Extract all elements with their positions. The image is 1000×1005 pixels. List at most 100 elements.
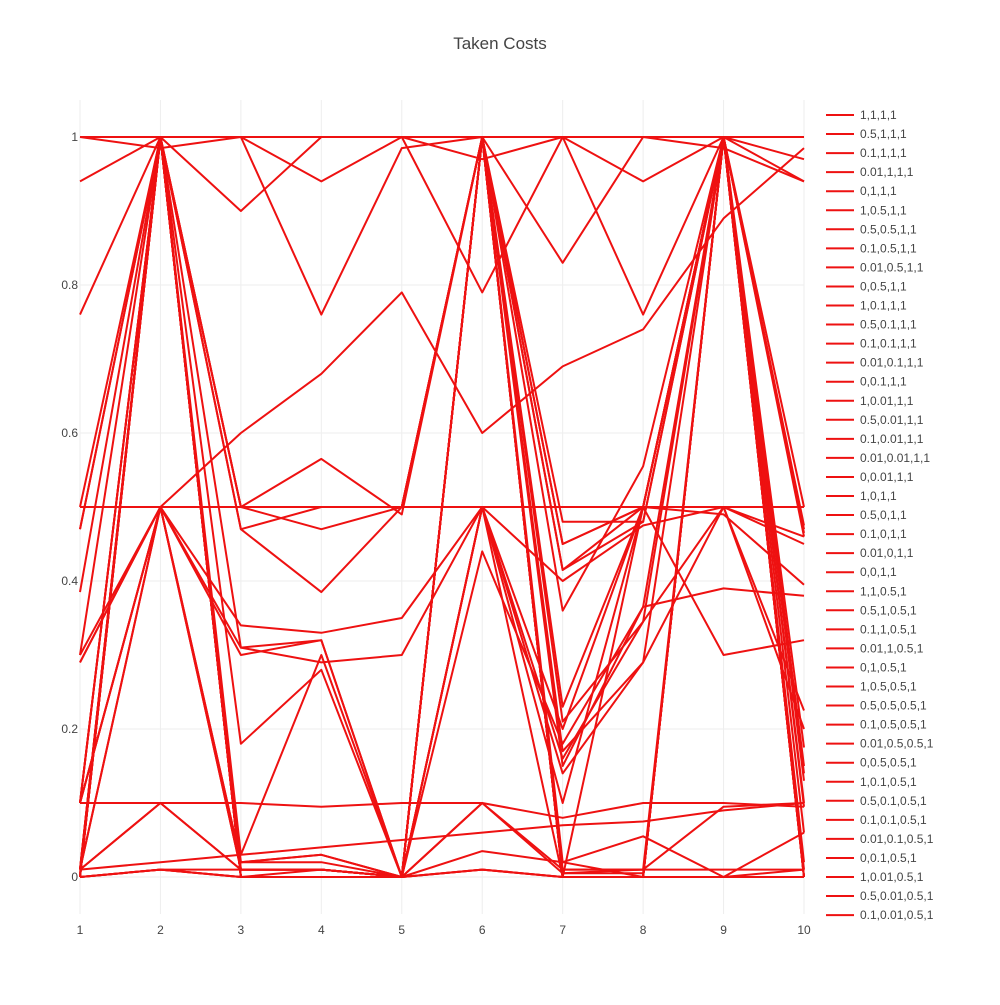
legend-item[interactable]: 1,0,1,1: [826, 489, 897, 503]
series-line-42[interactable]: [79, 868, 805, 878]
legend-item[interactable]: 0.01,0.5,0.5,1: [826, 737, 934, 751]
legend-item[interactable]: 0.01,0.1,0.5,1: [826, 832, 934, 846]
legend-item[interactable]: 0.1,0.5,1,1: [826, 241, 917, 255]
legend-item[interactable]: 1,1,1,1: [826, 108, 897, 122]
legend-item[interactable]: 1,0.1,1,1: [826, 299, 907, 313]
legend-label: 0,0.1,0.5,1: [860, 851, 917, 865]
series-line-33[interactable]: [79, 506, 805, 878]
legend-label: 0.01,1,1,1: [860, 165, 914, 179]
legend-label: 1,0.1,0.5,1: [860, 775, 917, 789]
legend-item[interactable]: 0,0.01,1,1: [826, 470, 914, 484]
legend-item[interactable]: 0.01,1,1,1: [826, 165, 914, 179]
legend-item[interactable]: 0.1,0.1,0.5,1: [826, 813, 927, 827]
y-tick-label: 0.4: [61, 574, 78, 588]
x-tick-label: 6: [479, 923, 486, 937]
legend-item[interactable]: 0,1,0.5,1: [826, 660, 907, 674]
legend-item[interactable]: 0,0.5,1,1: [826, 279, 907, 293]
series-line-29[interactable]: [79, 506, 805, 663]
legend-label: 0.1,1,1,1: [860, 146, 907, 160]
series-line-35[interactable]: [80, 802, 805, 819]
series-line-34[interactable]: [79, 147, 805, 804]
legend-item[interactable]: 0.5,0.5,1,1: [826, 222, 917, 236]
x-tick-label: 9: [720, 923, 727, 937]
legend-item[interactable]: 0.01,0,1,1: [826, 546, 914, 560]
legend-label: 0,0.5,0.5,1: [860, 756, 917, 770]
legend-item[interactable]: 0.5,0.01,0.5,1: [826, 889, 934, 903]
legend-item[interactable]: 1,0.01,0.5,1: [826, 870, 924, 884]
legend-item[interactable]: 0.1,0.1,1,1: [826, 337, 917, 351]
legend-item[interactable]: 1,0.5,1,1: [826, 203, 907, 217]
x-tick-label: 5: [398, 923, 405, 937]
legend-item[interactable]: 1,0.1,0.5,1: [826, 775, 917, 789]
legend-item[interactable]: 0.5,0.01,1,1: [826, 413, 924, 427]
legend-item[interactable]: 0.5,1,0.5,1: [826, 603, 917, 617]
legend-item[interactable]: 0.5,1,1,1: [826, 127, 907, 141]
y-tick-label: 0.2: [61, 722, 78, 736]
legend-label: 0,0.5,1,1: [860, 279, 907, 293]
legend-label: 1,0.01,0.5,1: [860, 870, 924, 884]
legend-label: 0.5,0,1,1: [860, 508, 907, 522]
legend-label: 0.1,0.01,1,1: [860, 432, 924, 446]
legend-label: 0.1,0.5,0.5,1: [860, 718, 927, 732]
x-axis: 1 2 3 4 5 6 7 8 9 10: [77, 923, 811, 937]
series-line-38[interactable]: [79, 831, 805, 878]
legend-item[interactable]: 0.1,0.5,0.5,1: [826, 718, 927, 732]
legend-item[interactable]: 0.1,1,0.5,1: [826, 622, 917, 636]
legend-item[interactable]: 0.1,0.01,1,1: [826, 432, 924, 446]
legend-item[interactable]: 0,0.1,0.5,1: [826, 851, 917, 865]
x-tick-label: 7: [559, 923, 566, 937]
x-tick-label: 2: [157, 923, 164, 937]
legend-item[interactable]: 0.5,0.5,0.5,1: [826, 699, 927, 713]
legend[interactable]: 1,1,1,1 0.5,1,1,1 0.1,1,1,1 0.01,1,1,1 0,1,1…: [826, 108, 934, 922]
series-layer: [79, 136, 805, 878]
legend-label: 0,0.1,1,1: [860, 375, 907, 389]
x-tick-label: 10: [797, 923, 811, 937]
y-tick-label: 0.8: [61, 278, 78, 292]
series-line-3[interactable]: [79, 136, 805, 316]
legend-item[interactable]: 0.01,1,0.5,1: [826, 641, 924, 655]
legend-label: 0,1,0.5,1: [860, 660, 907, 674]
legend-item[interactable]: 0,0.5,0.5,1: [826, 756, 917, 770]
legend-item[interactable]: 0.01,0.01,1,1: [826, 451, 930, 465]
chart-title: Taken Costs: [453, 34, 547, 53]
legend-label: 1,1,0.5,1: [860, 584, 907, 598]
legend-item[interactable]: 0.5,0.1,1,1: [826, 318, 917, 332]
legend-item[interactable]: 0.01,0.1,1,1: [826, 356, 924, 370]
legend-label: 0.5,0.1,1,1: [860, 318, 917, 332]
legend-label: 0.01,0.01,1,1: [860, 451, 930, 465]
legend-item[interactable]: 1,0.01,1,1: [826, 394, 914, 408]
legend-label: 0.5,0.01,0.5,1: [860, 889, 934, 903]
x-tick-label: 1: [77, 923, 84, 937]
legend-label: 0,1,1,1: [860, 184, 897, 198]
legend-label: 1,1,1,1: [860, 108, 897, 122]
legend-label: 0.01,0.1,1,1: [860, 356, 924, 370]
legend-label: 0.1,0.01,0.5,1: [860, 908, 934, 922]
legend-item[interactable]: 0.5,0.1,0.5,1: [826, 794, 927, 808]
x-tick-label: 3: [238, 923, 245, 937]
x-tick-label: 4: [318, 923, 325, 937]
y-tick-label: 0: [71, 870, 78, 884]
series-line-37[interactable]: [79, 802, 804, 878]
legend-item[interactable]: 0,0,1,1: [826, 565, 897, 579]
legend-label: 0,0,1,1: [860, 565, 897, 579]
legend-item[interactable]: 0.1,0.01,0.5,1: [826, 908, 934, 922]
legend-label: 1,0.5,0.5,1: [860, 680, 917, 694]
series-line-39[interactable]: [79, 802, 805, 871]
legend-item[interactable]: 0.1,1,1,1: [826, 146, 907, 160]
legend-label: 0.5,0.5,1,1: [860, 222, 917, 236]
legend-label: 0.5,0.5,0.5,1: [860, 699, 927, 713]
legend-label: 0.5,0.1,0.5,1: [860, 794, 927, 808]
series-line-28[interactable]: [79, 506, 805, 730]
legend-label: 0.1,0.5,1,1: [860, 241, 917, 255]
legend-item[interactable]: 0,1,1,1: [826, 184, 897, 198]
legend-item[interactable]: 0.5,0,1,1: [826, 508, 907, 522]
legend-label: 0.01,0.1,0.5,1: [860, 832, 934, 846]
legend-label: 0.01,0.5,1,1: [860, 260, 924, 274]
legend-item[interactable]: 0.01,0.5,1,1: [826, 260, 924, 274]
legend-item[interactable]: 0.1,0,1,1: [826, 527, 907, 541]
legend-item[interactable]: 1,0.5,0.5,1: [826, 680, 917, 694]
legend-item[interactable]: 1,1,0.5,1: [826, 584, 907, 598]
legend-item[interactable]: 0,0.1,1,1: [826, 375, 907, 389]
